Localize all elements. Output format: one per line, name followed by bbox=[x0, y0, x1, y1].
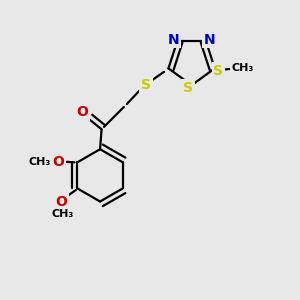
Text: O: O bbox=[76, 105, 88, 119]
Text: S: S bbox=[213, 64, 224, 78]
Text: CH₃: CH₃ bbox=[231, 63, 254, 73]
Text: N: N bbox=[168, 33, 179, 46]
Text: O: O bbox=[55, 195, 67, 209]
Text: N: N bbox=[204, 33, 215, 46]
Text: S: S bbox=[141, 78, 151, 92]
Text: CH₃: CH₃ bbox=[28, 157, 51, 167]
Text: O: O bbox=[52, 155, 64, 169]
Text: S: S bbox=[183, 81, 193, 94]
Text: CH₃: CH₃ bbox=[51, 209, 74, 219]
